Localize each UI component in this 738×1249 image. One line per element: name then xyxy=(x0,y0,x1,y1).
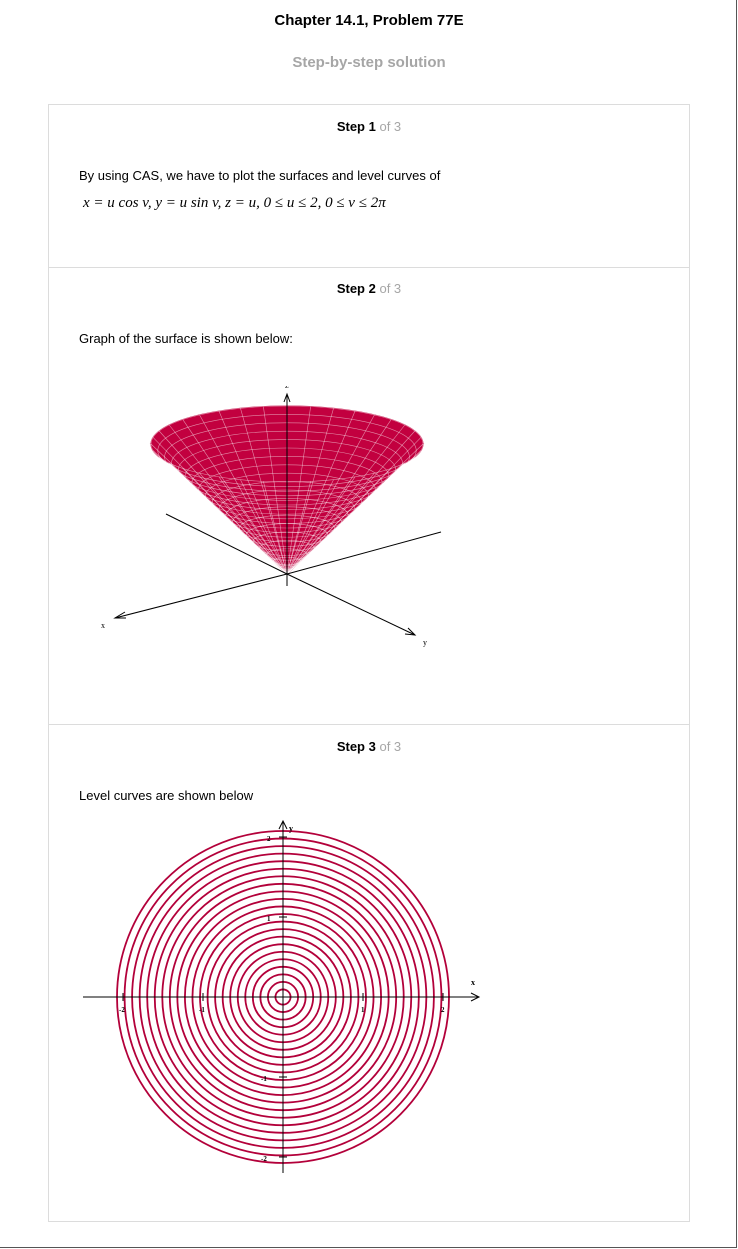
cone-mesh-line xyxy=(286,424,406,575)
step-2-heading: Step 2 of 3 xyxy=(49,281,689,296)
step-3-label: Step 3 xyxy=(336,739,376,754)
cone-mesh-line xyxy=(168,424,288,575)
step-1-text: By using CAS, we have to plot the surfac… xyxy=(79,168,441,183)
cone-mesh-line xyxy=(158,430,288,575)
step-1-label: Step 1 xyxy=(336,119,376,134)
x-tick-label-minus-2: -2 xyxy=(119,1006,125,1014)
step-3-count: of 3 xyxy=(379,739,402,754)
cone-mesh-line xyxy=(150,443,288,575)
step-3-text: Level curves are shown below xyxy=(79,788,254,803)
y-tick-label-1: 1 xyxy=(267,915,271,923)
cone-mesh-line xyxy=(218,476,288,575)
cone-mesh-line xyxy=(199,414,288,575)
y-tick-label-minus-1: -1 xyxy=(261,1075,267,1083)
surface-plot: z x y xyxy=(101,386,442,647)
x-axis-back xyxy=(165,513,288,575)
y-axis xyxy=(286,573,416,636)
cone-mesh-line xyxy=(240,408,288,575)
y-axis-back xyxy=(286,531,442,575)
cone-mesh-line xyxy=(286,414,375,575)
solution-card: Step 1 of 3 By using CAS, we have to plo… xyxy=(48,104,690,1222)
x-axis xyxy=(114,573,288,619)
cone-mesh-line xyxy=(286,481,311,575)
cone-mesh-line xyxy=(286,456,416,575)
step-2-count: of 3 xyxy=(379,281,402,296)
surface-x-label: x xyxy=(101,621,105,630)
cone-mesh-line xyxy=(286,462,405,575)
level-curves-plot: x y -2 -1 1 2 2 1 -1 -2 xyxy=(83,819,481,1173)
step-1: Step 1 of 3 By using CAS, we have to plo… xyxy=(49,105,689,267)
page-title: Chapter 14.1, Problem 77E xyxy=(274,12,464,29)
cone-mesh-line xyxy=(199,472,288,575)
cone-mesh-line xyxy=(286,437,422,575)
surface-axes xyxy=(113,392,442,636)
step-3: Step 3 of 3 Level curves are shown below… xyxy=(49,724,689,1222)
y-tick-label-minus-2: -2 xyxy=(261,1155,267,1163)
cone-mesh-line xyxy=(263,406,288,575)
x-tick-label-minus-1: -1 xyxy=(199,1006,205,1014)
level-axes xyxy=(83,819,481,1173)
step-2: Step 2 of 3 Graph of the surface is show… xyxy=(49,267,689,725)
cone-mesh-line xyxy=(263,481,288,575)
page-subtitle: Step-by-step solution xyxy=(292,54,446,71)
z-axis-arrow xyxy=(283,392,291,403)
level-x-label: x xyxy=(471,978,475,987)
cone-mesh-line xyxy=(286,430,416,575)
cone-mesh-line xyxy=(286,479,334,575)
cone-mesh-line xyxy=(286,472,375,575)
cone-mesh-line xyxy=(286,476,356,575)
step-3-heading: Step 3 of 3 xyxy=(49,739,689,754)
level-x-axis-arrow xyxy=(470,992,481,1002)
surface-y-label: y xyxy=(423,638,427,647)
cone-mesh-line xyxy=(286,419,392,575)
cone-mesh-line xyxy=(182,419,288,575)
step-1-formula: x = u cos v, y = u sin v, z = u, 0 ≤ u ≤… xyxy=(83,195,386,211)
x-tick-label-2: 2 xyxy=(441,1006,445,1014)
cone-mesh-line xyxy=(286,408,334,575)
surface-z-label: z xyxy=(285,386,289,390)
y-tick-label-2: 2 xyxy=(267,835,271,843)
cone-mesh-line xyxy=(286,406,311,575)
level-y-label: y xyxy=(289,824,293,833)
step-2-text: Graph of the surface is shown below: xyxy=(79,331,293,346)
step-1-heading: Step 1 of 3 xyxy=(49,119,689,134)
y-axis-arrow xyxy=(404,627,417,636)
cone-mesh-line xyxy=(218,410,288,575)
x-tick-label-1: 1 xyxy=(361,1006,365,1014)
cone-mesh-line xyxy=(240,479,288,575)
step-2-label: Step 2 xyxy=(336,281,376,296)
cone-mesh-line xyxy=(152,437,288,575)
level-y-axis-arrow xyxy=(278,819,288,830)
step-1-count: of 3 xyxy=(379,119,402,134)
cone-mesh-line xyxy=(152,450,288,575)
x-axis-arrow xyxy=(113,611,126,619)
cone-mesh-line xyxy=(286,410,356,575)
